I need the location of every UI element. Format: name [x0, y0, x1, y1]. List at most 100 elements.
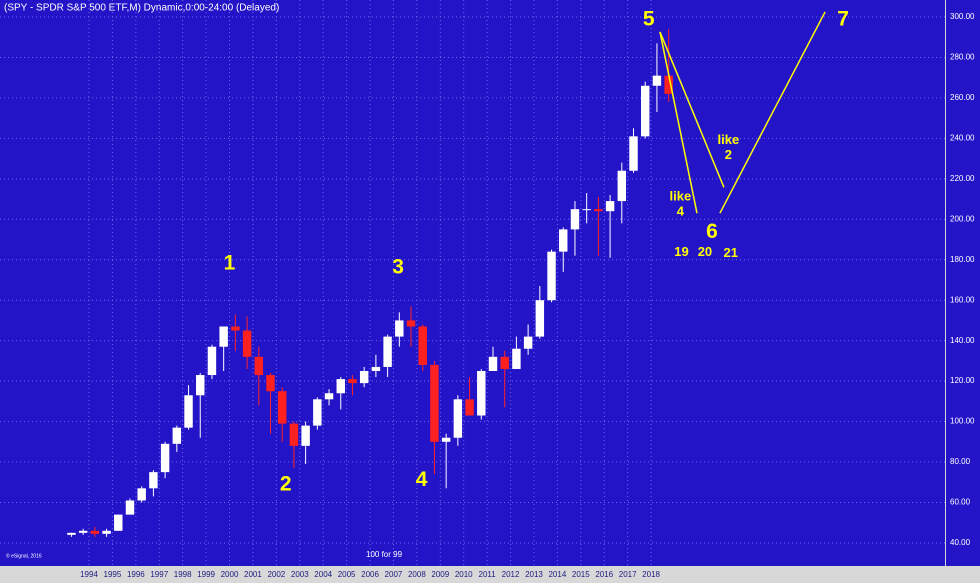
x-tick-label: 1998 — [174, 570, 192, 579]
y-axis-panel — [946, 0, 980, 566]
y-tick-label: 180.00 — [950, 255, 975, 264]
chart-title: (SPY - SPDR S&P 500 ETF,M) Dynamic,0:00-… — [4, 3, 279, 14]
candle-body — [430, 364, 439, 442]
candle-body — [114, 514, 123, 531]
candle-body — [582, 209, 591, 211]
candle-body — [547, 251, 556, 301]
wave-label: 6 — [706, 220, 718, 243]
y-tick-label: 80.00 — [950, 457, 971, 466]
y-tick-label: 100.00 — [950, 417, 975, 426]
y-tick-label: 280.00 — [950, 53, 975, 62]
wave-label: 7 — [837, 8, 849, 31]
candle-body — [418, 326, 427, 365]
candle-body — [149, 472, 158, 489]
x-tick-label: 2009 — [431, 570, 449, 579]
candle-body — [348, 379, 357, 384]
y-tick-label: 220.00 — [950, 174, 975, 183]
candle-body — [523, 336, 533, 349]
wave-label: 2 — [280, 472, 292, 495]
candle-body — [395, 320, 404, 337]
x-tick-label: 2015 — [572, 570, 590, 579]
x-tick-label: 2008 — [408, 570, 426, 579]
wave-label: 4 — [416, 468, 428, 491]
y-tick-label: 40.00 — [950, 538, 971, 547]
candle-body — [570, 209, 580, 230]
candle-body — [277, 391, 287, 424]
candle-body — [559, 229, 568, 252]
x-tick-label: 2004 — [314, 570, 332, 579]
wave-label: 1 — [224, 251, 236, 274]
wave-label: 5 — [643, 8, 655, 31]
candle-body — [605, 201, 615, 212]
projection-line — [659, 31, 698, 214]
marks — [67, 29, 673, 537]
x-tick-label: 2011 — [479, 570, 497, 579]
candle-body — [488, 356, 498, 371]
candle-body — [629, 136, 638, 171]
wave-label: like — [718, 132, 740, 147]
wave-label: like — [670, 188, 692, 203]
note: 100 for 99 — [366, 550, 403, 559]
x-tick-label: 2000 — [221, 570, 239, 579]
candle-body — [652, 75, 662, 86]
x-tick-label: 1996 — [127, 570, 145, 579]
candle-body — [219, 326, 228, 347]
candle-body — [441, 437, 451, 442]
candle-body — [512, 348, 521, 369]
candle-body — [465, 399, 474, 416]
candle-body — [324, 393, 334, 400]
y-tick-label: 200.00 — [950, 214, 975, 223]
x-tick-label: 2017 — [619, 570, 637, 579]
y-tick-label: 120.00 — [950, 376, 975, 385]
footnote: © eSignal, 2016 — [6, 552, 42, 559]
candle-body — [500, 356, 509, 369]
projection-line — [719, 11, 826, 214]
x-tick-label: 2005 — [338, 570, 356, 579]
x-tick-label: 1999 — [197, 570, 215, 579]
wave-label: 19 — [674, 244, 688, 259]
x-tick-label: 2010 — [455, 570, 473, 579]
x-tick-label: 1994 — [80, 570, 98, 579]
y-tick-label: 240.00 — [950, 133, 975, 142]
y-tick-label: 300.00 — [950, 12, 975, 21]
y-tick-label: 140.00 — [950, 336, 975, 345]
candle-body — [254, 356, 264, 376]
x-tick-label: 2001 — [244, 570, 262, 579]
candle-body — [231, 326, 240, 331]
x-tick-label: 2018 — [642, 570, 660, 579]
candle-body — [160, 443, 170, 473]
candle-body — [78, 530, 88, 533]
candle-body — [617, 170, 627, 202]
candle-body — [453, 399, 463, 438]
x-tick-label: 2016 — [595, 570, 613, 579]
candle-body — [125, 500, 135, 515]
y-tick-label: 60.00 — [950, 498, 971, 507]
candle-body — [266, 375, 275, 392]
y-tick-label: 160.00 — [950, 295, 975, 304]
x-tick-label: 2006 — [361, 570, 379, 579]
candle-body — [371, 366, 381, 371]
candle-body — [359, 370, 369, 384]
grid — [0, 0, 945, 566]
x-tick-label: 2003 — [291, 570, 309, 579]
candle-body — [336, 379, 345, 394]
x-tick-label: 2014 — [548, 570, 566, 579]
plot-area — [0, 0, 945, 566]
wave-label: 20 — [698, 244, 712, 259]
candle-body — [313, 399, 322, 426]
x-tick-label: 2013 — [525, 570, 543, 579]
candle-body — [383, 336, 392, 367]
candle-body — [301, 425, 310, 446]
wave-label: 3 — [392, 255, 404, 278]
candle-body — [477, 370, 486, 416]
candle-body — [594, 209, 603, 212]
y-tick-label: 260.00 — [950, 93, 975, 102]
candle-body — [102, 530, 111, 534]
x-tick-label: 2007 — [385, 570, 403, 579]
wave-label: 2 — [725, 147, 732, 162]
candle-body — [406, 320, 416, 327]
x-tick-label: 2012 — [502, 570, 520, 579]
wave-label: 4 — [677, 204, 685, 219]
